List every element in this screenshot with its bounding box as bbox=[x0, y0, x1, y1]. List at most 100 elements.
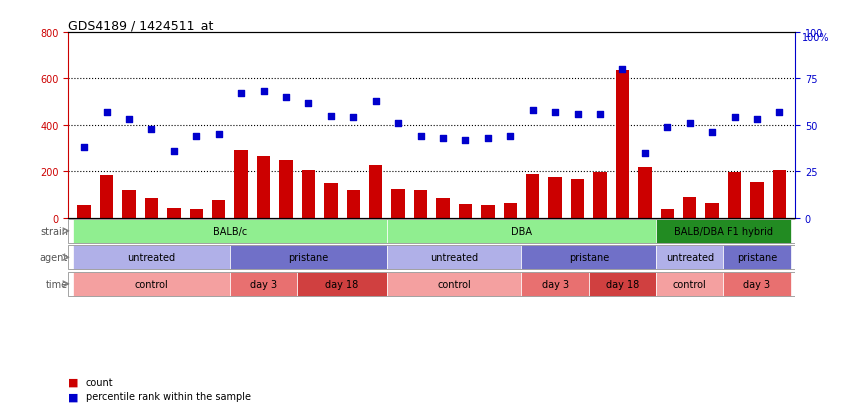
Text: control: control bbox=[437, 279, 471, 289]
Bar bbox=[167, 209, 180, 218]
Text: day 3: day 3 bbox=[250, 279, 277, 289]
Point bbox=[458, 137, 472, 144]
Point bbox=[504, 133, 517, 140]
Text: ■: ■ bbox=[68, 377, 79, 387]
Text: time: time bbox=[46, 279, 68, 289]
Text: untreated: untreated bbox=[666, 253, 714, 263]
Text: control: control bbox=[134, 279, 168, 289]
Bar bbox=[256, 157, 270, 218]
Bar bbox=[144, 198, 158, 218]
Bar bbox=[705, 203, 719, 218]
Point bbox=[256, 89, 270, 95]
Bar bbox=[324, 183, 338, 218]
Text: DBA: DBA bbox=[511, 226, 532, 236]
FancyBboxPatch shape bbox=[656, 219, 791, 243]
Point bbox=[683, 121, 697, 127]
Point bbox=[548, 109, 562, 116]
Text: BALB/DBA F1 hybrid: BALB/DBA F1 hybrid bbox=[674, 226, 773, 236]
FancyBboxPatch shape bbox=[522, 246, 656, 270]
Bar bbox=[212, 201, 226, 218]
Point bbox=[660, 124, 674, 131]
FancyBboxPatch shape bbox=[723, 246, 791, 270]
Bar bbox=[683, 197, 697, 218]
Text: pristane: pristane bbox=[288, 253, 328, 263]
FancyBboxPatch shape bbox=[589, 272, 656, 296]
Text: control: control bbox=[673, 279, 706, 289]
Text: untreated: untreated bbox=[430, 253, 478, 263]
Bar bbox=[526, 174, 540, 218]
Bar bbox=[728, 173, 741, 218]
FancyBboxPatch shape bbox=[656, 246, 723, 270]
Bar bbox=[571, 180, 584, 218]
Text: agent: agent bbox=[39, 253, 68, 263]
Bar bbox=[77, 205, 91, 218]
Point bbox=[122, 117, 136, 123]
Bar bbox=[392, 189, 405, 218]
Text: strain: strain bbox=[40, 226, 68, 236]
Bar bbox=[436, 198, 450, 218]
Bar bbox=[638, 167, 652, 218]
FancyBboxPatch shape bbox=[73, 219, 387, 243]
Point bbox=[436, 135, 450, 142]
Text: day 3: day 3 bbox=[744, 279, 770, 289]
Text: percentile rank within the sample: percentile rank within the sample bbox=[86, 392, 251, 401]
Point bbox=[234, 91, 248, 97]
Point bbox=[616, 67, 629, 74]
Text: untreated: untreated bbox=[127, 253, 175, 263]
FancyBboxPatch shape bbox=[522, 272, 589, 296]
Point bbox=[167, 148, 180, 155]
Point bbox=[279, 95, 292, 101]
Point bbox=[144, 126, 158, 133]
FancyBboxPatch shape bbox=[723, 272, 791, 296]
Bar bbox=[616, 71, 629, 218]
Text: day 18: day 18 bbox=[326, 279, 359, 289]
Point bbox=[638, 150, 652, 157]
Point bbox=[593, 111, 607, 118]
Point bbox=[190, 133, 203, 140]
Text: ■: ■ bbox=[68, 392, 79, 401]
Bar bbox=[504, 203, 517, 218]
Text: pristane: pristane bbox=[737, 253, 777, 263]
Bar bbox=[661, 210, 674, 218]
Text: count: count bbox=[86, 377, 113, 387]
Point bbox=[369, 98, 382, 105]
Point bbox=[481, 135, 495, 142]
FancyBboxPatch shape bbox=[73, 246, 230, 270]
Bar bbox=[548, 178, 562, 218]
FancyBboxPatch shape bbox=[73, 272, 230, 296]
Point bbox=[77, 145, 91, 151]
FancyBboxPatch shape bbox=[298, 272, 387, 296]
FancyBboxPatch shape bbox=[230, 272, 298, 296]
Bar bbox=[190, 210, 203, 218]
FancyBboxPatch shape bbox=[230, 246, 387, 270]
Bar bbox=[481, 205, 494, 218]
Text: 100%: 100% bbox=[802, 33, 830, 43]
FancyBboxPatch shape bbox=[387, 246, 522, 270]
Bar bbox=[302, 171, 315, 218]
Point bbox=[302, 100, 315, 107]
Text: pristane: pristane bbox=[569, 253, 609, 263]
Point bbox=[324, 113, 338, 120]
Point bbox=[100, 109, 114, 116]
Point bbox=[414, 133, 428, 140]
Point bbox=[346, 115, 360, 121]
Point bbox=[728, 115, 741, 121]
Point bbox=[526, 107, 540, 114]
Point bbox=[212, 131, 226, 138]
Point bbox=[705, 130, 719, 136]
Text: day 3: day 3 bbox=[541, 279, 569, 289]
Text: BALB/c: BALB/c bbox=[213, 226, 247, 236]
FancyBboxPatch shape bbox=[387, 272, 522, 296]
Point bbox=[571, 111, 585, 118]
Point bbox=[750, 117, 764, 123]
Bar bbox=[122, 190, 136, 218]
Bar bbox=[593, 173, 607, 218]
Text: GDS4189 / 1424511_at: GDS4189 / 1424511_at bbox=[68, 19, 214, 32]
Bar bbox=[369, 166, 382, 218]
Point bbox=[773, 109, 787, 116]
Bar bbox=[280, 160, 292, 218]
Bar bbox=[751, 182, 764, 218]
Bar bbox=[414, 190, 428, 218]
Bar bbox=[100, 175, 113, 218]
Bar bbox=[458, 204, 472, 218]
